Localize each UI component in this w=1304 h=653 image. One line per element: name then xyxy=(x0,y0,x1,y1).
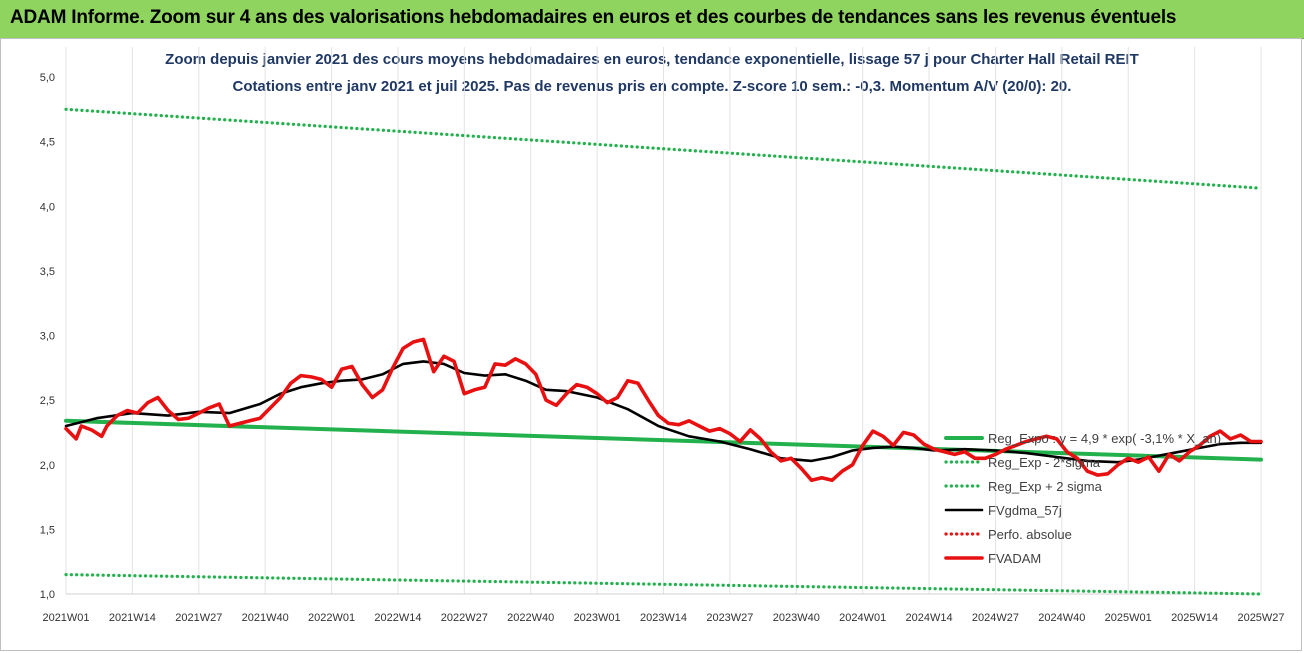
report-title: ADAM Informe. Zoom sur 4 ans des valoris… xyxy=(10,7,1177,28)
legend-label: FVgdma_57j xyxy=(988,503,1062,518)
series-line-5 xyxy=(64,337,1263,483)
x-tick-label: 2024W40 xyxy=(1038,612,1085,624)
y-tick-label: 1,0 xyxy=(40,589,55,601)
x-axis-ticks: 2021W01 2021W14 2021W27 2021W40 2022W01 2022W… xyxy=(42,612,1284,624)
series-line-0 xyxy=(64,418,1263,462)
x-tick-label: 2022W40 xyxy=(507,612,554,624)
x-tick-label: 2022W14 xyxy=(374,612,421,624)
x-tick-label: 2021W01 xyxy=(42,612,89,624)
x-tick-label: 2023W14 xyxy=(640,612,687,624)
legend-label: Reg_Exp - 2*sigma xyxy=(988,455,1101,470)
y-tick-label: 2,0 xyxy=(40,460,55,472)
y-tick-label: 4,5 xyxy=(40,137,55,149)
y-tick-label: 3,5 xyxy=(40,266,55,278)
y-tick-label: 3,0 xyxy=(40,331,55,343)
y-tick-label: 4,0 xyxy=(40,201,55,213)
grid-lines xyxy=(65,47,1262,595)
legend-label: Reg_Exp + 2 sigma xyxy=(988,479,1103,494)
x-tick-label: 2025W01 xyxy=(1105,612,1152,624)
report-banner: ADAM Informe. Zoom sur 4 ans des valoris… xyxy=(0,0,1304,39)
x-tick-label: 2022W01 xyxy=(308,612,355,624)
series-line-2 xyxy=(64,107,1263,190)
x-tick-label: 2025W27 xyxy=(1237,612,1284,624)
y-tick-label: 2,5 xyxy=(40,395,55,407)
series-layer xyxy=(64,107,1263,596)
x-tick-label: 2021W40 xyxy=(242,612,289,624)
x-tick-label: 2021W14 xyxy=(109,612,156,624)
x-tick-label: 2021W27 xyxy=(175,612,222,624)
legend: Reg_Expo : y = 4,9 * exp( -3,1% * X_an) R… xyxy=(944,431,1221,566)
x-tick-label: 2025W14 xyxy=(1171,612,1218,624)
x-tick-label: 2024W14 xyxy=(906,612,953,624)
series-line-3 xyxy=(64,360,1263,464)
y-axis-ticks: 1,0 1,5 2,0 2,5 3,0 3,5 4,0 4,5 5,0 xyxy=(40,72,55,601)
chart-frame xyxy=(0,38,1302,651)
series-line-1 xyxy=(64,572,1263,596)
chart-subtitle: Cotations entre janv 2021 et juil 2025. … xyxy=(232,78,1072,95)
x-tick-label: 2023W40 xyxy=(773,612,820,624)
x-tick-label: 2023W27 xyxy=(706,612,753,624)
x-tick-label: 2024W01 xyxy=(839,612,886,624)
legend-label: Perfo. absolue xyxy=(988,527,1072,542)
x-tick-label: 2024W27 xyxy=(972,612,1019,624)
x-tick-label: 2023W01 xyxy=(574,612,621,624)
chart-title: Zoom depuis janvier 2021 des cours moyen… xyxy=(165,51,1139,68)
legend-label: Reg_Expo : y = 4,9 * exp( -3,1% * X_an) xyxy=(988,431,1221,446)
x-tick-label: 2022W27 xyxy=(441,612,488,624)
legend-label: FVADAM xyxy=(988,551,1041,566)
y-tick-label: 1,5 xyxy=(40,524,55,536)
y-tick-label: 5,0 xyxy=(40,72,55,84)
